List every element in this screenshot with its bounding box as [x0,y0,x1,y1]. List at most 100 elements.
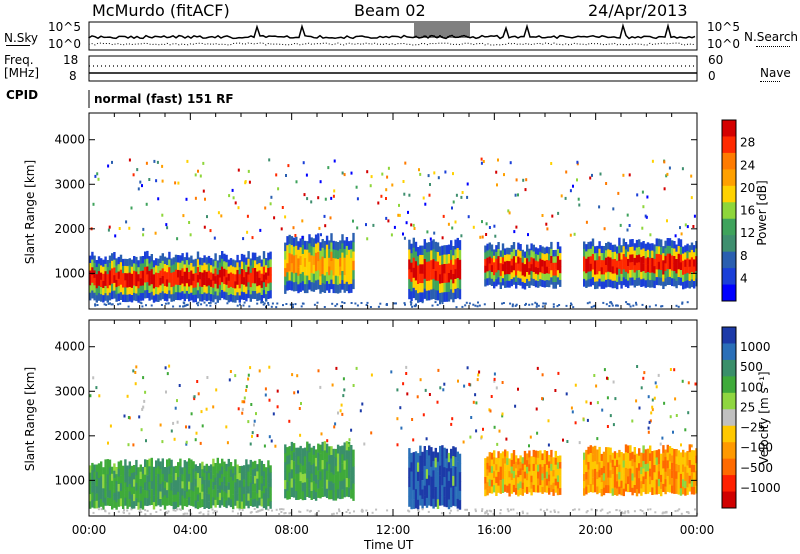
echo-cell [286,482,289,491]
noise-traces [88,22,696,46]
echo-cell [532,258,535,266]
echo-cell [554,478,557,486]
echo-cell [651,265,654,273]
echo-cell [295,491,298,500]
echo-cell [286,455,289,465]
ground-scatter [174,509,177,512]
echo-cell [345,487,349,497]
echo-cell [552,282,555,289]
scatter-echo [596,437,599,441]
echo-cell [638,262,641,271]
echo-cell [314,466,318,476]
echo-cell [452,466,455,477]
echo-cell [343,442,346,452]
echo-cell [312,256,316,266]
echo-cell [644,280,647,288]
echo-cell [308,461,311,471]
echo-cell [521,256,524,263]
echo-cell [688,252,691,260]
xtick-label: 00:00 [72,523,107,537]
echo-cell [428,485,431,496]
echo-cell [236,486,239,494]
echo-cell [321,274,324,284]
echo-cell [517,470,520,478]
ground-scatter [611,304,614,307]
echo-cell [238,288,241,296]
echo-cell [635,474,639,483]
echo-cell [414,251,418,262]
echo-cell [194,266,197,274]
echo-cell [196,290,200,299]
echo-cell [488,270,491,278]
echo-cell [113,492,116,501]
echo-cell [170,287,173,295]
echo-cell [159,277,162,286]
echo-cell [434,496,437,507]
echo-cell [168,259,171,268]
echo-cell [693,245,696,253]
echo-cell [150,457,153,466]
echo-cell [130,273,134,282]
echo-cell [410,253,413,263]
scatter-echo [136,168,139,172]
echo-cell [441,445,444,456]
echo-cell [631,277,634,286]
echo-cell [227,273,230,282]
echo-cell [113,478,116,486]
echo-cell [352,475,355,484]
echo-cell [677,261,680,270]
echo-cell [408,279,411,290]
echo-cell [506,274,509,281]
echo-cell [530,456,533,464]
echo-cell [673,263,676,272]
echo-cell [265,495,268,503]
echo-cell [436,271,440,282]
echo-cell [607,454,610,463]
echo-cell [194,294,197,303]
echo-cell [545,246,549,254]
echo-cell [319,453,322,463]
echo-cell [695,256,698,264]
echo-cell [454,457,457,468]
scatter-echo [285,174,287,177]
echo-cell [111,283,114,292]
echo-cell [666,238,669,247]
echo-cell [539,457,542,465]
echo-cell [100,272,103,281]
echo-cell [299,454,302,464]
echo-cell [137,467,140,475]
echo-cell [543,260,546,268]
echo-cell [111,291,114,300]
echo-cell [504,449,507,457]
scatter-echo [515,225,518,229]
echo-cell [609,470,612,479]
echo-cell [290,469,294,479]
echo-cell [194,273,197,281]
echo-cell [534,478,538,486]
echo-cell [585,265,588,274]
echo-cell [596,281,599,289]
scatter-echo [148,178,151,181]
echo-cell [554,457,557,465]
echo-cell [668,269,672,278]
echo-cell [602,281,606,289]
ytick-label: 3000 [54,177,85,191]
echo-cell [486,271,489,279]
ground-scatter [343,302,346,304]
echo-cell [594,260,597,268]
echo-cell [254,483,257,492]
echo-cell [651,472,654,481]
echo-cell [122,472,125,481]
echo-cell [543,267,546,275]
echo-cell [616,281,619,290]
ground-scatter [417,509,419,512]
echo-cell [653,465,656,473]
echo-cell [115,495,118,503]
echo-cell [150,261,153,270]
echo-cell [185,252,189,261]
echo-cell [106,295,109,303]
echo-cell [417,490,420,500]
ground-scatter [602,301,605,304]
echo-cell [432,498,435,509]
